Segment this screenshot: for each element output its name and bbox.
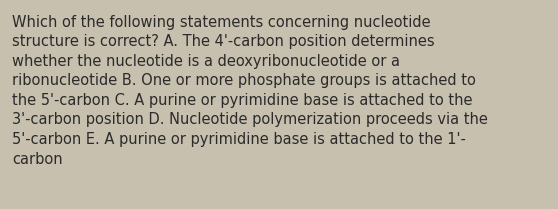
Text: Which of the following statements concerning nucleotide
structure is correct? A.: Which of the following statements concer…	[12, 15, 488, 167]
